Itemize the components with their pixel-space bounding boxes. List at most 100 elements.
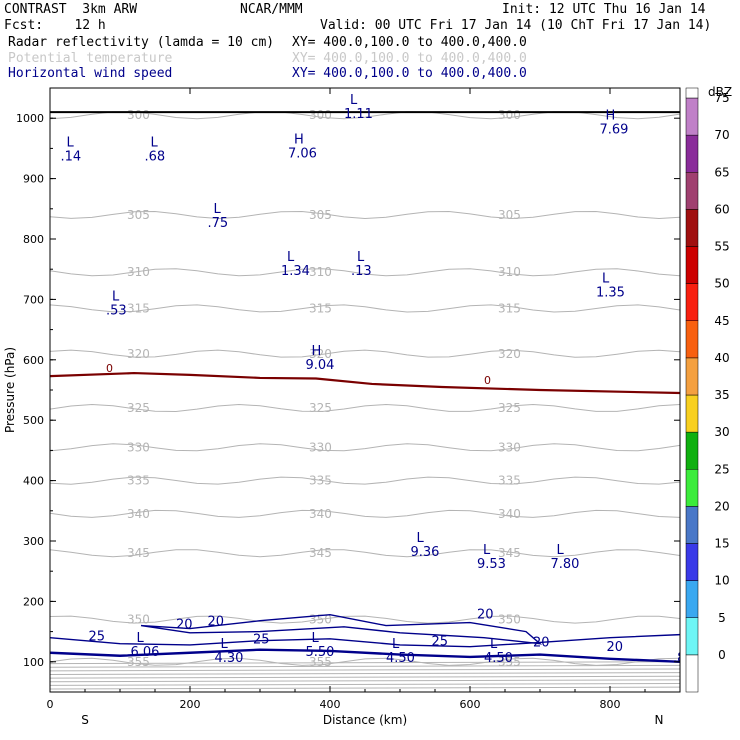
- extremum-value-8: 7.80: [551, 557, 580, 572]
- y-tick-label-0: 100: [23, 656, 44, 669]
- theta-label-325-2: 325: [498, 401, 521, 415]
- extremum-kind-11: L: [287, 250, 295, 265]
- y-tick-label-8: 900: [23, 173, 44, 186]
- extremum-value-15: .68: [145, 149, 166, 164]
- center-title: NCAR/MMM: [240, 2, 303, 17]
- wind-label-5: 20: [477, 607, 494, 622]
- y-tick-label-7: 800: [23, 233, 44, 246]
- extremum-value-6: 9.36: [411, 545, 440, 560]
- wind-label-0: 25: [89, 630, 106, 645]
- init-time: Init: 12 UTC Thu 16 Jan 14: [502, 2, 706, 17]
- extremum-value-7: 9.53: [477, 557, 506, 572]
- theta-label-325-0: 325: [127, 401, 150, 415]
- colorbar-swatch-15: [685, 543, 699, 581]
- colorbar-label-15: 15: [714, 537, 729, 551]
- x-axis-south-label: S: [81, 713, 89, 727]
- theta-label-305-1: 305: [309, 208, 332, 222]
- colorbar-label-5: 5: [718, 611, 726, 625]
- theta-strat-0: [50, 686, 680, 690]
- freezing-level-label-1: 0: [484, 374, 491, 387]
- colorbar-label-30: 30: [714, 425, 729, 439]
- theta-strat-4: [50, 672, 680, 675]
- theta-label-335-2: 335: [498, 474, 521, 488]
- colorbar-label-25: 25: [714, 462, 729, 476]
- colorbar-swatch-25: [685, 469, 699, 507]
- wind-label-2: 25: [432, 634, 449, 649]
- theta-label-305-0: 305: [127, 208, 150, 222]
- y-axis-label: Pressure (hPa): [3, 347, 17, 433]
- field-wind-xy: XY= 400.0,100.0 to 400.0,400.0: [292, 66, 527, 81]
- wind-label-6: 20: [533, 636, 550, 651]
- colorbar-label-70: 70: [714, 128, 729, 142]
- extremum-kind-8: L: [557, 543, 565, 558]
- colorbar-swatch-30: [685, 431, 699, 470]
- extremum-value-3: 4.50: [386, 651, 415, 666]
- colorbar-swatch-40: [685, 357, 699, 396]
- extremum-value-11: 1.34: [281, 264, 310, 279]
- extremum-kind-22: L: [67, 57, 75, 72]
- colorbar-swatch-45: [685, 320, 699, 359]
- colorbar-swatch-70: [685, 134, 699, 173]
- extremum-kind-20: H: [214, 57, 224, 72]
- extremum-value-2: 5.50: [306, 645, 335, 660]
- extremum-kind-7: L: [483, 543, 491, 558]
- colorbar-label-0: 0: [718, 648, 726, 662]
- field-reflectivity-xy: XY= 400.0,100.0 to 400.0,400.0: [292, 35, 527, 50]
- extremum-value-18: .14: [61, 149, 82, 164]
- wind-label-7: 20: [607, 640, 624, 655]
- theta-label-340-0: 340: [127, 507, 150, 521]
- theta-contour-340: [50, 509, 680, 518]
- theta-label-325-1: 325: [309, 401, 332, 415]
- x-tick-label-2: 400: [320, 698, 341, 711]
- theta-label-330-0: 330: [127, 440, 150, 454]
- extremum-value-16: 7.06: [288, 146, 317, 161]
- theta-label-335-0: 335: [127, 474, 150, 488]
- valid-time: Valid: 00 UTC Fri 17 Jan 14 (10 ChT Fri …: [320, 18, 712, 33]
- colorbar-label-50: 50: [714, 277, 729, 291]
- extremum-value-14: .75: [208, 216, 229, 231]
- theta-label-310-2: 310: [498, 265, 521, 279]
- colorbar-label-55: 55: [714, 240, 729, 254]
- extremum-value-1: 4.30: [215, 651, 244, 666]
- colorbar-swatch-10: [685, 580, 699, 618]
- theta-label-315-1: 315: [309, 301, 332, 315]
- forecast-hour: Fcst: 12 h: [4, 18, 106, 33]
- colorbar-label-45: 45: [714, 314, 729, 328]
- x-axis-label: Distance (km): [323, 713, 407, 727]
- colorbar-swatch-75: [685, 97, 699, 136]
- theta-label-355-0: 355: [127, 655, 150, 669]
- theta-label-335-1: 335: [309, 474, 332, 488]
- theta-label-350-0: 350: [127, 613, 150, 627]
- theta-label-320-2: 320: [498, 347, 521, 361]
- wind-contour-20: [140, 613, 543, 645]
- y-tick-label-4: 500: [23, 414, 44, 427]
- extremum-value-17: 7.69: [600, 122, 629, 137]
- extremum-kind-6: L: [417, 531, 425, 546]
- colorbar-label-35: 35: [714, 388, 729, 402]
- extremum-kind-0: L: [137, 631, 145, 646]
- wind-contour-25: [50, 633, 680, 648]
- extremum-kind-1: L: [221, 637, 229, 652]
- colorbar-swatch-55: [685, 246, 699, 284]
- theta-contour-335: [50, 476, 680, 485]
- extremum-kind-13: L: [602, 271, 610, 286]
- theta-label-315-2: 315: [498, 301, 521, 315]
- theta-contour-350: [50, 615, 680, 624]
- extremum-value-19: 1.11: [344, 107, 373, 122]
- theta-strat-7: [50, 661, 680, 665]
- theta-label-300-2: 300: [498, 108, 521, 122]
- theta-label-350-2: 350: [498, 613, 521, 627]
- theta-strat-1: [50, 683, 680, 686]
- theta-label-320-1: 320: [309, 347, 332, 361]
- wind-jet-core: [50, 648, 680, 663]
- extremum-kind-4: L: [490, 637, 498, 652]
- theta-label-315-0: 315: [127, 301, 150, 315]
- theta-contour-305: [50, 210, 680, 220]
- y-tick-label-1: 200: [23, 595, 44, 608]
- theta-contour-320: [50, 349, 680, 358]
- theta-contour-345: [50, 549, 680, 558]
- field-wind-name: Horizontal wind speed: [8, 66, 173, 81]
- colorbar-label-60: 60: [714, 202, 729, 216]
- x-tick-label-1: 200: [180, 698, 201, 711]
